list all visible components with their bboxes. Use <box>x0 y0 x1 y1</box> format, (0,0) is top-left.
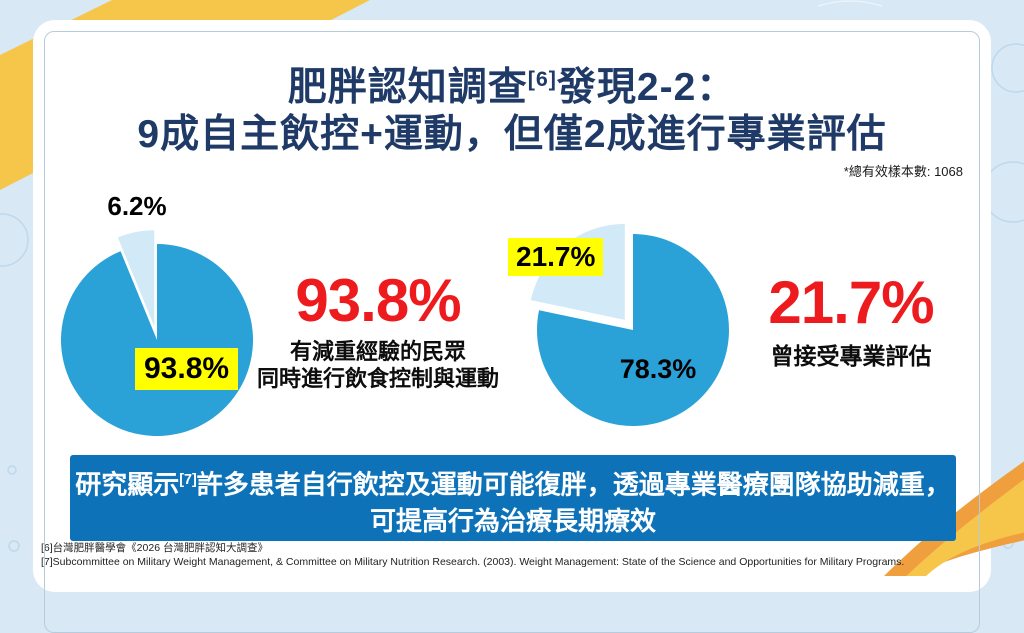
slide-content: 肥胖認知調查[6]發現2-2： 9成自主飲控+運動，但僅2成進行專業評估 *總有… <box>33 20 991 576</box>
left-stat-value: 93.8% <box>295 267 461 334</box>
pie-slice <box>537 234 729 427</box>
citation-ref-7: [7] <box>179 472 197 488</box>
doodle-circle <box>7 465 17 475</box>
footnote-6: [6]台灣肥胖醫學會《2026 台灣肥胖認知大調查》 <box>41 542 268 554</box>
doodle-circle <box>0 213 29 267</box>
right-stat-description: 曾接受專業評估 <box>770 343 932 369</box>
pie-chart-diet-exercise <box>61 230 254 436</box>
page-title: 肥胖認知調查[6]發現2-2： 9成自主飲控+運動，但僅2成進行專業評估 <box>33 56 991 158</box>
left-stat-block: 93.8% 有減重經驗的民眾 同時進行飲食控制與運動 <box>253 270 503 392</box>
pie-slice <box>117 230 155 327</box>
right-stat-value: 21.7% <box>768 269 934 336</box>
sample-size-note: *總有效樣本數: 1068 <box>843 164 963 179</box>
title-line-1: 肥胖認知調查[6]發現2-2： <box>287 66 737 109</box>
left-stat-description: 有減重經驗的民眾 同時進行飲食控制與運動 <box>256 339 499 391</box>
slice-label-21-7-highlight: 21.7% <box>508 238 604 276</box>
conclusion-banner: 研究顯示[7]許多患者自行飲控及運動可能復胖，透過專業醫療團隊協助減重， 可提高… <box>70 455 956 541</box>
footnote-7: [7]Subcommittee on Military Weight Manag… <box>41 555 905 568</box>
doodle-wave <box>817 0 883 7</box>
title-line-2: 9成自主飲控+運動，但僅2成進行專業評估 <box>137 113 887 156</box>
pie-slice <box>61 244 254 436</box>
banner-line-2: 可提高行為治療長期療效 <box>369 505 656 536</box>
slice-label-6-2: 6.2% <box>107 191 167 221</box>
footnotes: [6]台灣肥胖醫學會《2026 台灣肥胖認知大調查》 [7]Subcommitt… <box>41 542 941 569</box>
right-stat-block: 21.7% 曾接受專業評估 <box>726 272 976 370</box>
ribbon-yellow-body <box>906 479 1024 576</box>
citation-ref-6: [6] <box>527 67 557 91</box>
banner-line-1: 研究顯示[7]許多患者自行飲控及運動可能復胖，透過專業醫療團隊協助減重， <box>75 469 951 500</box>
doodle-circle <box>991 43 1024 93</box>
slice-label-78-3: 78.3% <box>619 354 697 384</box>
slice-label-93-8-highlight: 93.8% <box>135 348 239 390</box>
doodle-circle <box>8 540 20 552</box>
